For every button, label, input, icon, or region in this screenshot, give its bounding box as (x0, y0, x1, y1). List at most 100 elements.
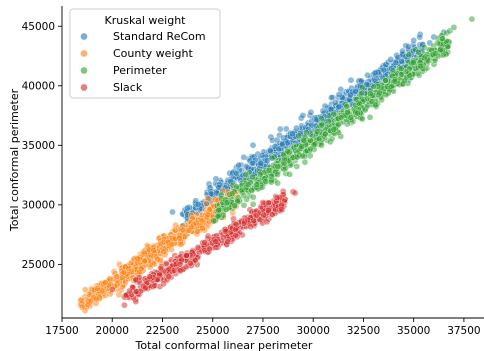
data-point (401, 77, 408, 85)
data-point (232, 231, 240, 239)
data-point (194, 200, 202, 208)
data-point (244, 181, 252, 188)
data-point (215, 207, 222, 214)
points-layer (77, 15, 476, 315)
data-point (126, 287, 133, 295)
y-tick-label: 25000 (22, 259, 55, 271)
data-point (298, 143, 306, 150)
data-point (78, 303, 86, 311)
data-point (165, 273, 173, 281)
data-point (318, 141, 325, 149)
y-tick-label: 35000 (22, 140, 55, 152)
data-point (232, 220, 240, 228)
data-point (101, 279, 109, 287)
data-point (372, 69, 379, 77)
data-point (307, 108, 315, 116)
data-point (256, 170, 264, 178)
data-point (437, 46, 445, 53)
data-point (260, 211, 268, 219)
y-axis-label: Total conformal perimeter (8, 88, 21, 232)
data-point (210, 217, 218, 225)
data-point (330, 125, 338, 133)
data-point (222, 206, 230, 213)
data-point (468, 15, 476, 23)
data-point (231, 202, 239, 209)
data-point (343, 103, 351, 110)
legend-box (69, 8, 221, 99)
data-point (108, 286, 116, 293)
legend-item-slack: Slack (80, 81, 143, 94)
legend-label: Standard ReCom (113, 30, 206, 43)
legend-marker (80, 83, 88, 92)
data-point (165, 265, 173, 273)
data-point (293, 153, 301, 161)
data-point (132, 288, 140, 296)
data-point (313, 128, 321, 136)
legend: Kruskal weight Standard ReCom County weig… (69, 8, 221, 99)
data-point (142, 284, 149, 292)
data-point (162, 259, 170, 267)
data-point (132, 276, 140, 284)
data-point (177, 241, 185, 248)
legend-title: Kruskal weight (105, 14, 187, 27)
data-point (156, 271, 163, 279)
data-point (416, 33, 423, 41)
data-point (404, 43, 412, 50)
y-axis-ticks: 25000 30000 35000 40000 45000 (22, 21, 62, 271)
data-point (420, 54, 428, 62)
data-point (160, 248, 168, 256)
data-point (188, 223, 195, 231)
data-point (335, 91, 343, 98)
data-point (201, 239, 208, 246)
data-point (295, 132, 303, 140)
data-point (415, 48, 422, 56)
data-point (394, 53, 402, 61)
data-point (141, 249, 148, 257)
data-point (387, 56, 395, 63)
data-point (328, 135, 336, 143)
data-point (187, 259, 194, 267)
y-tick-label: 40000 (22, 81, 55, 93)
data-point (194, 244, 202, 251)
data-point (293, 163, 301, 170)
data-point (228, 190, 236, 198)
data-point (205, 245, 213, 253)
data-point (358, 83, 366, 91)
data-point (233, 170, 241, 178)
legend-marker (80, 49, 88, 58)
data-point (328, 94, 335, 102)
data-point (160, 280, 167, 288)
data-point (300, 137, 308, 144)
data-point (299, 112, 307, 119)
data-point (154, 255, 162, 263)
data-point (284, 147, 291, 155)
data-point (198, 217, 206, 225)
data-point (405, 51, 413, 59)
data-point (417, 62, 424, 70)
data-point (318, 121, 326, 129)
data-point (399, 47, 406, 55)
data-point (347, 76, 355, 84)
data-point (330, 110, 338, 118)
data-point (358, 89, 366, 97)
data-point (274, 163, 282, 170)
data-point (352, 87, 359, 95)
legend-label: Perimeter (113, 64, 167, 77)
x-tick-label: 30000 (296, 325, 329, 337)
data-point (318, 115, 325, 123)
data-point (439, 35, 446, 42)
data-point (274, 171, 281, 178)
data-point (293, 124, 300, 132)
data-point (273, 136, 281, 144)
data-point (121, 301, 128, 309)
data-point (372, 101, 380, 109)
data-point (253, 181, 261, 188)
data-point (212, 175, 220, 183)
data-point (301, 158, 309, 166)
data-point (431, 50, 439, 57)
data-point (331, 99, 339, 106)
data-point (281, 155, 289, 163)
data-point (150, 247, 158, 254)
data-point (240, 201, 248, 209)
x-tick-label: 25000 (196, 325, 229, 337)
